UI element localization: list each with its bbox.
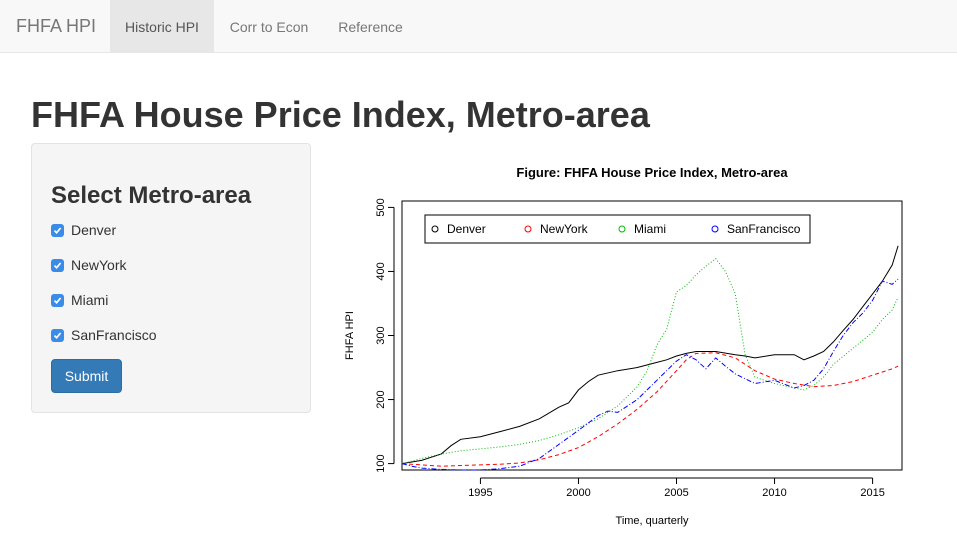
x-axis-label: Time, quarterly xyxy=(616,515,689,527)
y-tick-label: 400 xyxy=(375,262,387,280)
checkbox-label: SanFrancisco xyxy=(71,327,157,343)
chart-legend xyxy=(424,214,811,244)
checkbox-checked-icon[interactable] xyxy=(51,328,64,342)
checkbox-checked-icon[interactable] xyxy=(51,223,64,237)
hpi-chart: Figure: FHFA House Price Index, Metro-ar… xyxy=(330,150,950,535)
plot-frame xyxy=(401,200,903,471)
series-line-miami xyxy=(401,257,899,465)
navbar: FHFA HPI Historic HPI Corr to Econ Refer… xyxy=(0,0,957,53)
legend-label-denver: Denver xyxy=(447,222,486,236)
y-tick-label: 300 xyxy=(375,326,387,344)
y-axis-label: FHFA HPI xyxy=(344,311,356,360)
submit-button[interactable]: Submit xyxy=(51,359,122,393)
checkbox-label: Denver xyxy=(71,222,117,238)
tab-reference[interactable]: Reference xyxy=(338,19,403,35)
y-tick-label: 500 xyxy=(375,198,387,216)
tab-corr-to-econ[interactable]: Corr to Econ xyxy=(229,19,309,35)
checkbox-checked-icon[interactable] xyxy=(51,258,64,272)
y-tick-label: 200 xyxy=(375,390,387,408)
checkbox-miami[interactable]: Miami xyxy=(51,290,108,310)
legend-marker-sanfrancisco xyxy=(711,225,719,233)
page-title: FHFA House Price Index, Metro-area xyxy=(31,94,650,135)
legend-label-newyork: NewYork xyxy=(540,222,589,236)
checkbox-checked-icon[interactable] xyxy=(51,293,64,307)
checkbox-sanfrancisco[interactable]: SanFrancisco xyxy=(51,325,157,345)
legend-marker-denver xyxy=(431,225,439,233)
navbar-brand[interactable]: FHFA HPI xyxy=(16,16,97,36)
legend-label-miami: Miami xyxy=(634,222,666,236)
checkbox-label: Miami xyxy=(71,292,109,308)
legend-label-sanfrancisco: SanFrancisco xyxy=(727,222,801,236)
series-line-newyork xyxy=(401,352,899,467)
y-tick-label: 100 xyxy=(375,454,387,472)
sidebar-heading: Select Metro-area xyxy=(51,182,252,209)
checkbox-denver[interactable]: Denver xyxy=(51,220,116,240)
x-tick-label: 2005 xyxy=(664,487,688,499)
x-tick-label: 1995 xyxy=(468,487,492,499)
sidebar-panel: Select Metro-area Denver NewYork Miami S… xyxy=(31,143,311,413)
checkbox-newyork[interactable]: NewYork xyxy=(51,255,127,275)
x-tick-label: 2010 xyxy=(762,487,786,499)
hpi-chart-svg: Figure: FHFA House Price Index, Metro-ar… xyxy=(344,165,903,527)
tab-historic-hpi[interactable]: Historic HPI xyxy=(110,0,214,52)
legend-marker-newyork xyxy=(524,225,532,233)
series-line-sanfrancisco xyxy=(401,278,899,471)
series-line-denver xyxy=(401,245,899,465)
x-tick-label: 2000 xyxy=(566,487,590,499)
legend-marker-miami xyxy=(618,225,626,233)
x-tick-label: 2015 xyxy=(860,487,884,499)
chart-title: Figure: FHFA House Price Index, Metro-ar… xyxy=(516,165,788,180)
checkbox-label: NewYork xyxy=(71,257,127,273)
